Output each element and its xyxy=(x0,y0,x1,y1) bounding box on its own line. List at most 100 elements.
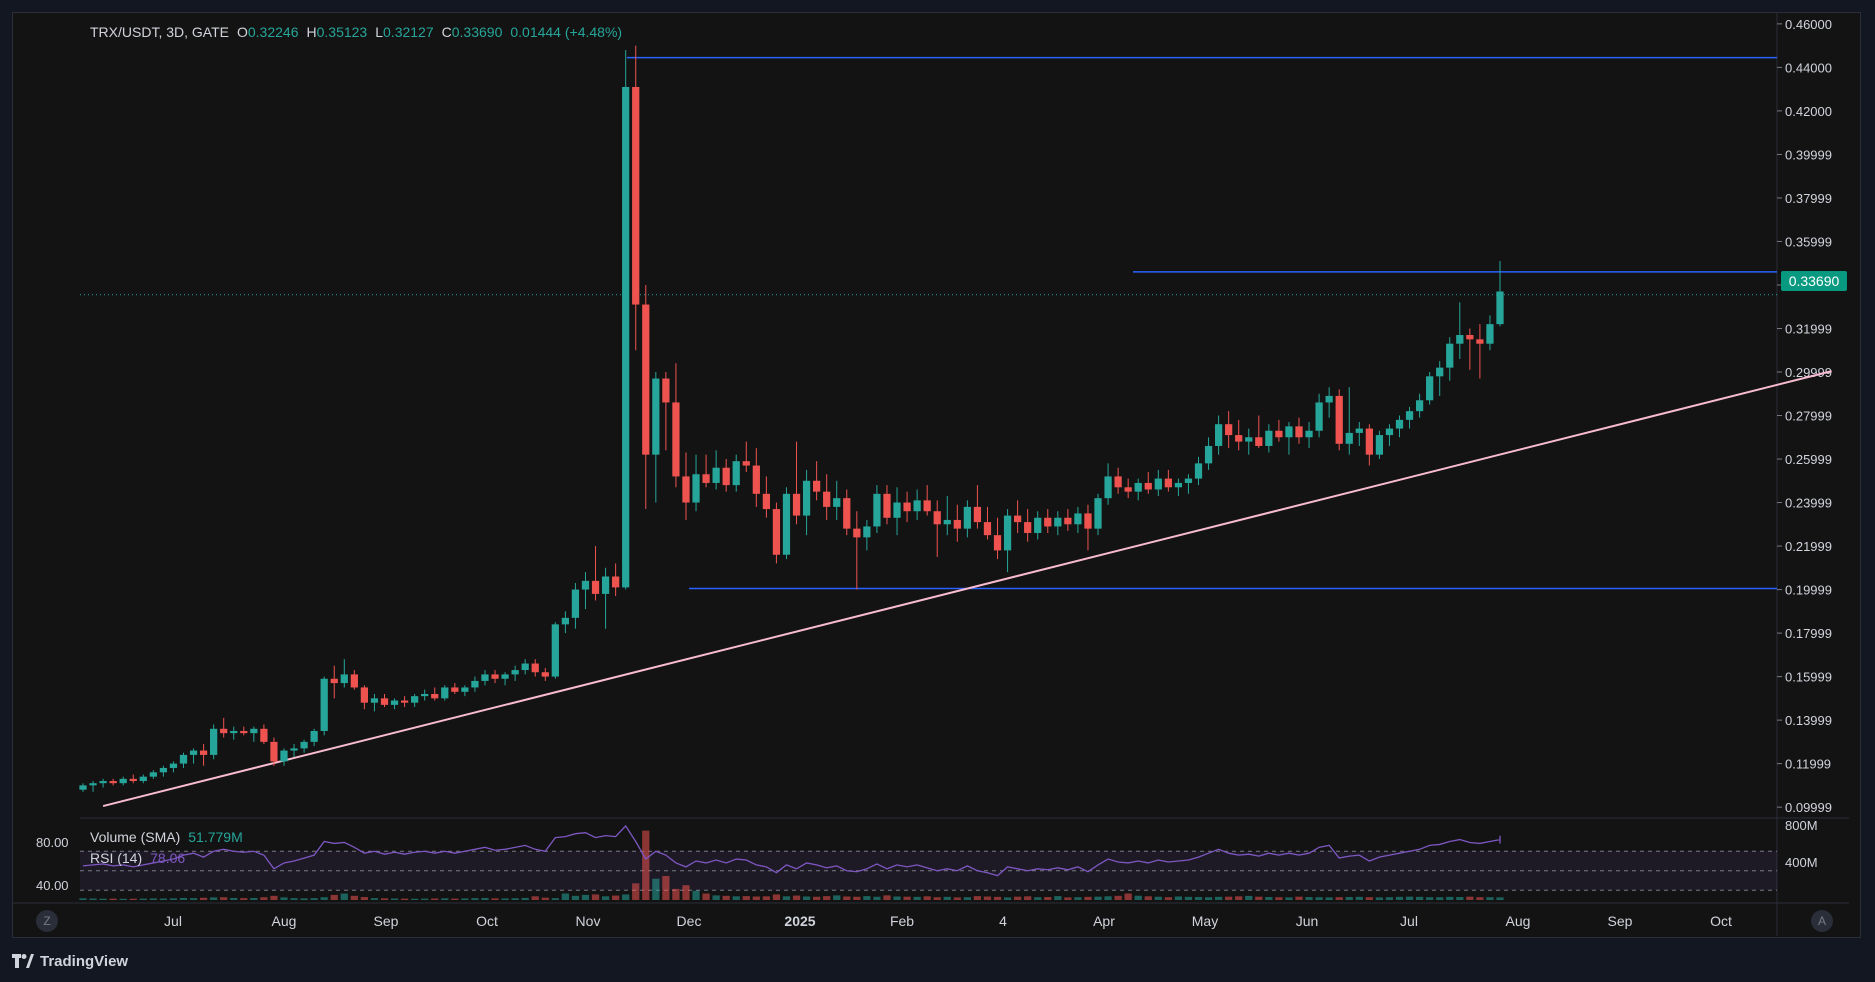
candle-body xyxy=(792,493,801,516)
rsi-legend[interactable]: RSI (14) 78.06 xyxy=(90,850,185,866)
volume-bar xyxy=(893,896,901,900)
volume-bar xyxy=(1024,896,1032,900)
price-tick-label: 0.21999 xyxy=(1785,539,1832,554)
volume-bar xyxy=(451,898,459,900)
volume-bar xyxy=(843,896,851,900)
volume-bar xyxy=(481,897,489,900)
volume-bar xyxy=(571,895,580,900)
volume-bar xyxy=(853,896,861,900)
candle-body xyxy=(772,509,781,555)
candle-body xyxy=(1134,482,1142,492)
candle-body xyxy=(1245,437,1253,442)
volume-bar xyxy=(290,898,298,900)
candle-body xyxy=(1285,426,1293,438)
volume-bar xyxy=(270,895,278,900)
volume-bar xyxy=(581,894,590,900)
candle-body xyxy=(591,580,600,594)
candle-body xyxy=(1466,335,1474,340)
price-tick-label: 0.13999 xyxy=(1785,713,1832,728)
open-value: 0.32246 xyxy=(247,24,299,40)
candle-body xyxy=(99,781,107,784)
candle-body xyxy=(370,698,379,703)
volume-bar xyxy=(1235,896,1243,900)
candle-body xyxy=(1144,482,1152,490)
volume-bar xyxy=(662,875,670,900)
candle-body xyxy=(1476,339,1484,344)
volume-legend[interactable]: Volume (SMA) 51.779M xyxy=(90,829,243,845)
volume-bar xyxy=(1375,897,1384,900)
time-axis-label: 2025 xyxy=(784,913,815,929)
symbol-label[interactable]: TRX/USDT, 3D, GATE xyxy=(90,24,229,40)
volume-bar xyxy=(1355,896,1363,900)
volume-bar xyxy=(802,896,811,900)
volume-bar xyxy=(1385,897,1394,900)
time-axis-label: May xyxy=(1192,913,1218,929)
candle-body xyxy=(692,474,700,503)
volume-bar xyxy=(632,883,640,900)
volume-bar xyxy=(1084,896,1092,900)
candle-body xyxy=(189,750,198,755)
volume-bar xyxy=(199,897,208,900)
volume-bar xyxy=(441,898,449,900)
candle-body xyxy=(1235,435,1243,442)
candle-body xyxy=(290,748,298,751)
candle-body xyxy=(1375,435,1384,455)
price-tick-label: 0.35999 xyxy=(1785,234,1832,249)
candle-body xyxy=(400,700,409,703)
volume-bar xyxy=(1074,897,1082,900)
candle-body xyxy=(923,500,931,512)
volume-bar xyxy=(471,898,479,900)
volume-bar xyxy=(1154,896,1162,900)
candle-body xyxy=(1204,445,1213,464)
candle-body xyxy=(1164,478,1172,488)
volume-bar xyxy=(461,898,469,900)
auto-scale-right-button[interactable]: A xyxy=(1811,910,1833,932)
candle-body xyxy=(1114,476,1122,488)
candle-body xyxy=(1154,478,1162,490)
candle-body xyxy=(159,767,168,773)
candle-body xyxy=(1395,419,1404,429)
time-axis-label: Sep xyxy=(374,913,399,929)
candle-body xyxy=(1275,430,1283,438)
trend-line xyxy=(102,370,1832,808)
candle-body xyxy=(1405,411,1414,420)
candle-body xyxy=(1034,517,1042,533)
volume-bar xyxy=(1013,896,1022,900)
candle-body xyxy=(139,776,147,782)
candle-body xyxy=(722,467,730,486)
volume-bar xyxy=(1003,897,1012,900)
volume-bar xyxy=(360,897,369,900)
volume-bar xyxy=(642,830,650,900)
volume-bar xyxy=(511,898,519,900)
candle-body xyxy=(813,480,821,492)
volume-bar xyxy=(431,898,439,900)
volume-bar xyxy=(983,896,992,900)
volume-bar xyxy=(1134,895,1142,900)
volume-bar xyxy=(1345,897,1353,900)
high-key: H xyxy=(306,24,317,40)
candle-body xyxy=(521,663,529,671)
volume-bar xyxy=(943,896,951,900)
volume-bar xyxy=(210,897,218,900)
candle-body xyxy=(1426,376,1434,401)
candle-body xyxy=(963,506,971,529)
candle-body xyxy=(943,519,951,525)
price-tick-label: 0.11999 xyxy=(1785,757,1831,772)
volume-bar xyxy=(813,896,821,900)
candle-body xyxy=(129,778,137,782)
open-key: O xyxy=(236,24,248,40)
candle-body xyxy=(601,576,610,594)
auto-scale-left-button[interactable]: Z xyxy=(36,910,58,932)
volume-bar xyxy=(169,898,178,900)
close-value: 0.33690 xyxy=(451,24,503,40)
candle-body xyxy=(1456,335,1464,344)
tradingview-branding[interactable]: TradingView xyxy=(12,951,128,971)
change-value: 0.01444 (+4.48%) xyxy=(510,24,623,40)
candle-body xyxy=(762,493,770,510)
price-tick-label: 0.46000 xyxy=(1785,17,1832,32)
rsi-scale-label: 80.00 xyxy=(36,835,69,850)
volume-bar xyxy=(913,896,921,900)
candle-body xyxy=(1365,428,1373,455)
volume-bar xyxy=(833,895,841,900)
